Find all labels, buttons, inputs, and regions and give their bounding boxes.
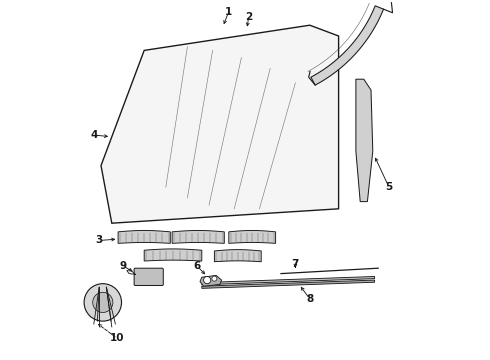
Text: 2: 2	[245, 12, 252, 22]
Text: 1: 1	[225, 6, 232, 17]
FancyBboxPatch shape	[134, 268, 163, 285]
Polygon shape	[215, 249, 261, 262]
Text: 9: 9	[119, 261, 126, 271]
Polygon shape	[144, 249, 202, 261]
Text: 8: 8	[306, 294, 314, 304]
Circle shape	[204, 276, 211, 284]
Polygon shape	[101, 25, 339, 223]
Polygon shape	[229, 230, 275, 243]
Polygon shape	[311, 6, 384, 85]
Text: 3: 3	[96, 235, 103, 246]
Circle shape	[93, 292, 113, 312]
Polygon shape	[356, 79, 373, 202]
Circle shape	[84, 284, 122, 321]
Text: 5: 5	[385, 182, 392, 192]
Polygon shape	[200, 275, 221, 286]
Polygon shape	[202, 276, 374, 285]
Text: 10: 10	[110, 333, 124, 343]
Circle shape	[212, 276, 217, 281]
Polygon shape	[118, 230, 171, 243]
Polygon shape	[172, 230, 224, 243]
Text: 6: 6	[194, 261, 201, 271]
Polygon shape	[202, 280, 374, 288]
Text: 7: 7	[292, 259, 299, 269]
Text: 4: 4	[90, 130, 98, 140]
